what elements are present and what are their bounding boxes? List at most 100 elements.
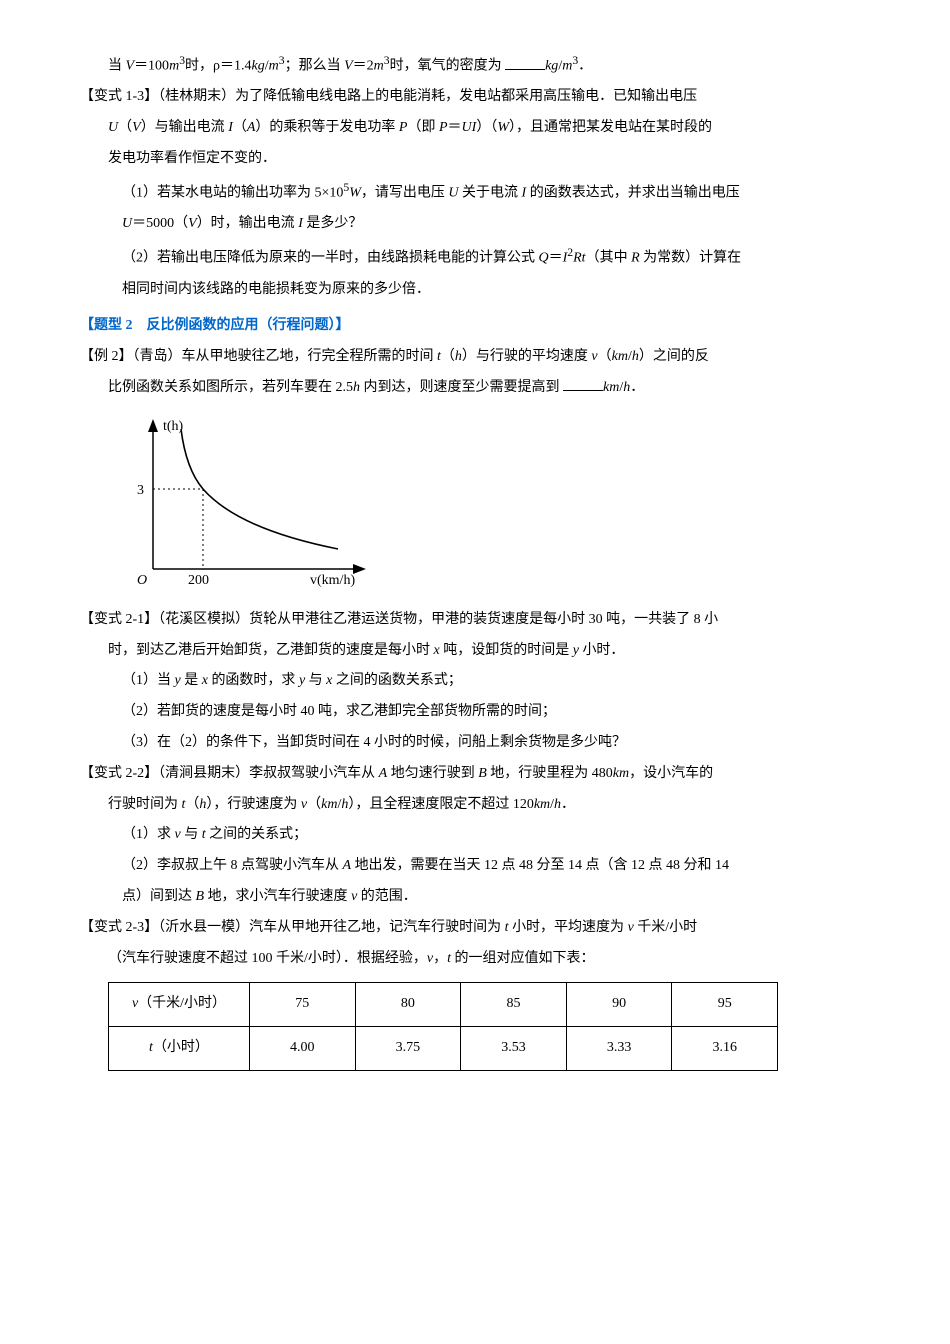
variant-2-2-line2: 行驶时间为 t（h），行驶速度为 v（km/h），且全程速度限定不超过 120k…: [80, 790, 870, 821]
text: ）的乘积等于发电功率: [255, 120, 399, 135]
text: ．: [578, 59, 592, 74]
text: （桂林期末）为了降低输电线电路上的电能消耗，发电站都采用高压输电．已知输出电压: [158, 89, 697, 104]
text: 时，到达乙港后开始卸货，乙港卸货的速度是每小时: [108, 643, 434, 658]
text: 地，求小汽车行驶速度: [204, 889, 351, 904]
var-h: h: [455, 349, 462, 364]
unit-km: km: [534, 797, 550, 812]
text: （: [118, 120, 132, 135]
variant-2-1-q1: （1）当 y 是 x 的函数时，求 y 与 x 之间的函数关系式；: [80, 666, 870, 697]
text: ；那么当: [285, 59, 345, 74]
table-cell: 3.16: [672, 1027, 778, 1071]
unit-kg: kg: [252, 59, 265, 74]
table-cell: 75: [250, 983, 356, 1027]
unit-km: km: [321, 797, 337, 812]
table-cell: 4.00: [250, 1027, 356, 1071]
variant-2-3-line1: 【变式 2-3】（沂水县一模）汽车从甲地开往乙地，记汽车行驶时间为 t 小时，平…: [80, 913, 870, 944]
row-header-v: vv（千米/小时）（千米/小时）: [109, 983, 250, 1027]
variant-2-1-line2: 时，到达乙港后开始卸货，乙港卸货的速度是每小时 x 吨，设卸货的时间是 y 小时…: [80, 636, 870, 667]
variant-1-3-q1b: U＝5000（V）时，输出电流 I 是多少？: [80, 209, 870, 240]
text: ．: [630, 380, 644, 395]
text: （花溪区模拟）货轮从甲港往乙港运送货物，甲港的装货速度是每小时 30 吨，一共装…: [158, 612, 718, 627]
variant-1-3-line2: U（V）与输出电流 I（A）的乘积等于发电功率 P（即 P＝UI）（W），且通常…: [80, 113, 870, 144]
text: 的一组对应值如下表：: [451, 951, 595, 966]
var-m: m: [374, 59, 384, 74]
text: （2）若卸货的速度是每小时 40 吨，求乙港卸完全部货物所需的时间；: [122, 704, 556, 719]
section-2-title: 【题型 2 反比例函数的应用（行程问题）】: [80, 311, 870, 342]
blank-field: [505, 55, 545, 70]
inverse-proportion-graph: t(h) 3 O 200 v(km/h): [108, 414, 378, 589]
tag: 【变式 2-3】: [80, 920, 158, 935]
var-V: V: [344, 59, 353, 74]
text: ）（: [476, 120, 497, 135]
variant-1-3-q2b: 相同时间内该线路的电能损耗变为原来的多少倍．: [80, 275, 870, 306]
unit-kg: kg: [545, 59, 558, 74]
text: ．: [561, 797, 575, 812]
y-tick-label: 3: [137, 483, 144, 498]
text: 小时．: [579, 643, 625, 658]
x-axis-label: v(km/h): [310, 573, 355, 588]
text: （其中: [586, 251, 632, 266]
table-cell: 85: [461, 983, 567, 1027]
origin-label: O: [137, 573, 147, 588]
text: 与: [305, 673, 326, 688]
text: ），且全程速度限定不超过 120: [348, 797, 534, 812]
variant-1-3-q1a: （1）若某水电站的输出功率为 5×105W，请写出电压 U 关于电流 I 的函数…: [80, 175, 870, 209]
table-row: t（小时） 4.00 3.75 3.53 3.33 3.16: [109, 1027, 778, 1071]
text: （: [233, 120, 247, 135]
text: 【题型 2 反比例函数的应用（行程问题）】: [80, 318, 350, 333]
text: ）之间的反: [639, 349, 709, 364]
variant-2-3-line2: （汽车行驶速度不超过 100 千米/小时）．根据经验，v，t 的一组对应值如下表…: [80, 944, 870, 975]
text: ，设小汽车的: [629, 766, 713, 781]
text: ），行驶速度为: [206, 797, 301, 812]
text: （汽车行驶速度不超过 100 千米/小时）．根据经验，: [108, 951, 427, 966]
tag: 【变式 1-3】: [80, 89, 158, 104]
variant-1-3-line1: 【变式 1-3】（桂林期末）为了降低输电线电路上的电能消耗，发电站都采用高压输电…: [80, 82, 870, 113]
text: （沂水县一模）汽车从甲地开往乙地，记汽车行驶时间为: [158, 920, 505, 935]
text: ＝5000（: [132, 216, 188, 231]
var-P: P: [439, 120, 448, 135]
var-U: U: [448, 186, 458, 201]
tag: 【变式 2-2】: [80, 766, 158, 781]
text: （: [441, 349, 455, 364]
var-W: W: [497, 120, 509, 135]
text: 时，氧气的密度为: [390, 59, 506, 74]
text: （1）当: [122, 673, 175, 688]
text: 是多少？: [303, 216, 363, 231]
table-cell: 3.53: [461, 1027, 567, 1071]
row-header-t: t（小时）: [109, 1027, 250, 1071]
text: （2）李叔叔上午 8 点驾驶小汽车从: [122, 858, 343, 873]
text: 时，ρ＝1.4: [185, 59, 252, 74]
variant-2-2-line1: 【变式 2-2】（清涧县期末）李叔叔驾驶小汽车从 A 地匀速行驶到 B 地，行驶…: [80, 759, 870, 790]
var-m: m: [562, 59, 572, 74]
text: ＝2: [353, 59, 374, 74]
text: 地，行驶里程为 480: [487, 766, 613, 781]
y-axis-label: t(h): [163, 419, 184, 434]
text: 千米/小时: [634, 920, 697, 935]
text: ，: [433, 951, 447, 966]
var-UI: UI: [462, 120, 477, 135]
variant-2-1-q3: （3）在（2）的条件下，当卸货时间在 4 小时的时候，问船上剩余货物是多少吨？: [80, 728, 870, 759]
text: ＝100: [134, 59, 169, 74]
text: 之间的函数关系式；: [332, 673, 462, 688]
var-A: A: [379, 766, 388, 781]
example-2-line2: 比例函数关系如图所示，若列车要在 2.5h 内到达，则速度至少需要提高到 km/…: [80, 373, 870, 404]
text: 当: [108, 59, 126, 74]
var-Q: Q: [539, 251, 549, 266]
variant-1-3-line3: 发电功率看作恒定不变的．: [80, 144, 870, 175]
text: ＝: [549, 251, 563, 266]
table-row: vv（千米/小时）（千米/小时） 75 80 85 90 95: [109, 983, 778, 1027]
blank-field: [563, 376, 603, 391]
text: 的函数时，求: [208, 673, 299, 688]
var-v: v: [132, 996, 138, 1011]
text: ）与输出电流: [141, 120, 229, 135]
var-U: U: [108, 120, 118, 135]
text: 与: [181, 827, 202, 842]
paragraph-density: 当 V＝100m3时，ρ＝1.4kg/m3；那么当 V＝2m3时，氧气的密度为 …: [80, 48, 870, 82]
table-cell: 90: [566, 983, 672, 1027]
table-cell: 80: [355, 983, 461, 1027]
example-2-line1: 【例 2】（青岛）车从甲地驶往乙地，行完全程所需的时间 t（h）与行驶的平均速度…: [80, 342, 870, 373]
var-R: R: [631, 251, 640, 266]
x-tick-label: 200: [188, 573, 209, 588]
var-B: B: [478, 766, 487, 781]
tag: 【例 2】: [80, 349, 133, 364]
